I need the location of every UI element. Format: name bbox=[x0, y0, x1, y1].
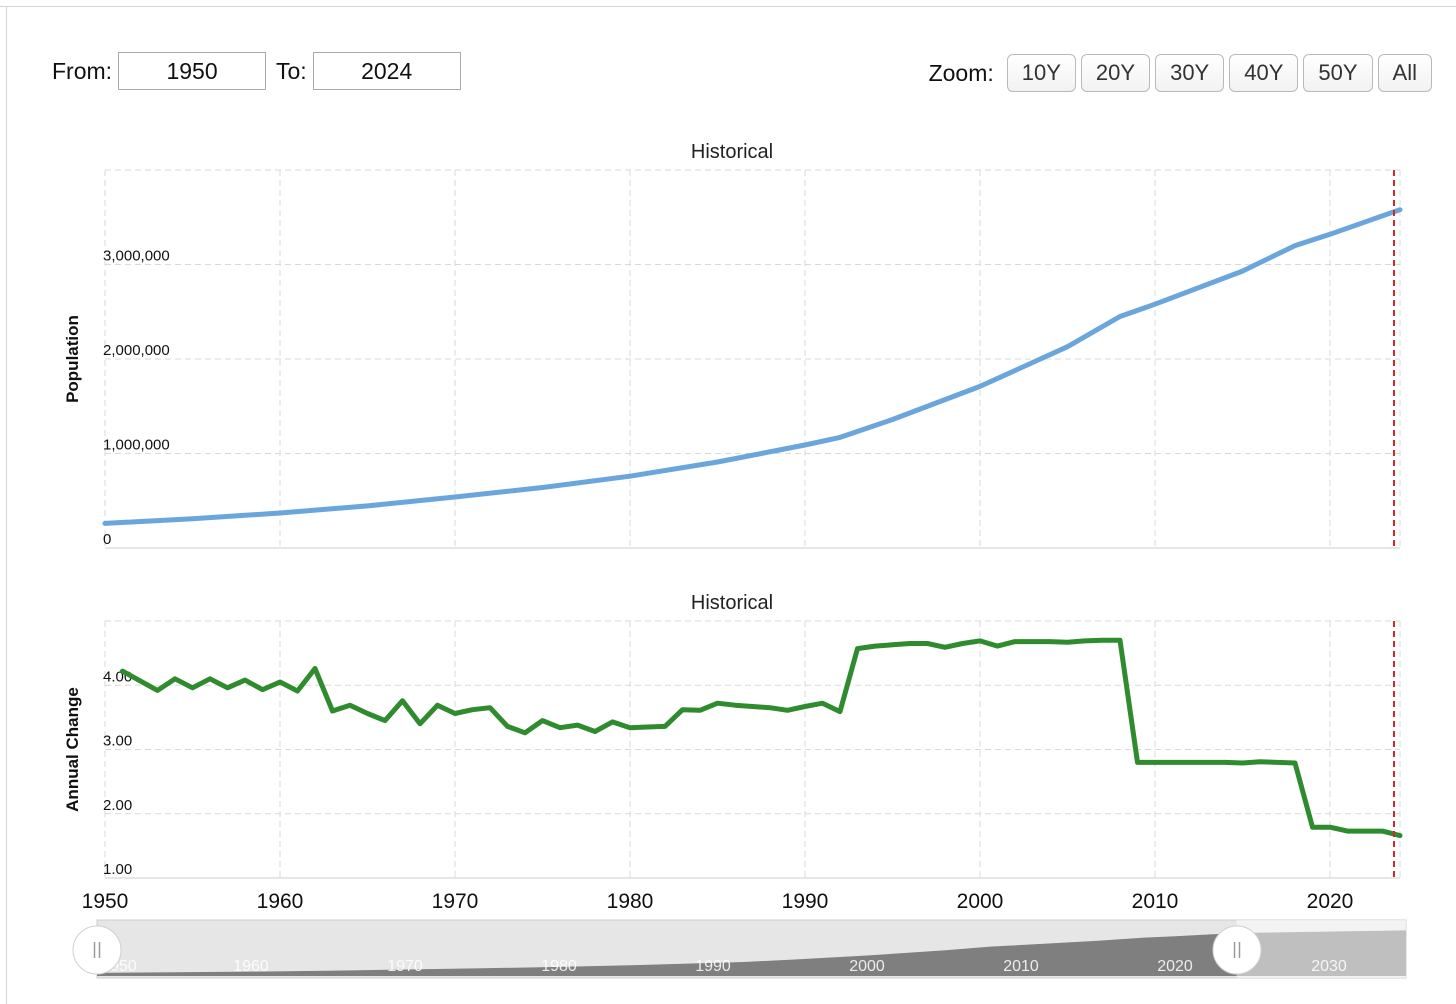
y-tick-label: 3.00 bbox=[103, 733, 132, 750]
series-line bbox=[102, 207, 1403, 526]
zoom-controls: Zoom: 10Y 20Y 30Y 40Y 50Y All bbox=[929, 54, 1432, 92]
chart-title: Historical bbox=[691, 141, 773, 163]
zoom-all-button[interactable]: All bbox=[1377, 54, 1432, 92]
navigator-handle-left[interactable] bbox=[72, 925, 122, 975]
zoom-40y-button[interactable]: 40Y bbox=[1229, 54, 1299, 92]
from-label: From: bbox=[52, 57, 113, 84]
navigator-unselected bbox=[1236, 920, 1406, 978]
to-range: To: bbox=[276, 52, 461, 90]
y-axis-label: Population bbox=[63, 315, 82, 403]
navigator-area bbox=[97, 930, 1406, 976]
y-tick-label: 3,000,000 bbox=[103, 248, 170, 265]
y-tick-label: 0 bbox=[103, 531, 111, 548]
navigator-tick-label: 1960 bbox=[233, 958, 269, 975]
x-tick-label: 1960 bbox=[257, 890, 304, 913]
y-tick-label: 2,000,000 bbox=[103, 342, 170, 359]
navigator-tick-label: 2020 bbox=[1157, 958, 1193, 975]
series-line bbox=[120, 637, 1403, 839]
navigator-tick-label: 1980 bbox=[541, 958, 577, 975]
navigator-tick-label: 2010 bbox=[1003, 958, 1039, 975]
zoom-50y-button[interactable]: 50Y bbox=[1303, 54, 1373, 92]
x-tick-label: 2010 bbox=[1132, 890, 1179, 913]
from-input[interactable] bbox=[118, 52, 267, 90]
navigator-tick-label: 1970 bbox=[387, 958, 423, 975]
zoom-label: Zoom: bbox=[928, 59, 994, 86]
x-tick-label: 1970 bbox=[432, 890, 479, 913]
from-range: From: bbox=[52, 52, 267, 90]
to-input[interactable] bbox=[312, 52, 461, 90]
zoom-10y-button[interactable]: 10Y bbox=[1006, 54, 1076, 92]
navigator-tick-label: 2000 bbox=[849, 958, 885, 975]
navigator-handle-right[interactable] bbox=[1212, 925, 1262, 975]
to-label: To: bbox=[276, 57, 307, 84]
zoom-30y-button[interactable]: 30Y bbox=[1155, 54, 1225, 92]
navigator-tick-label: 2030 bbox=[1311, 958, 1347, 975]
x-tick-label: 1980 bbox=[607, 890, 654, 913]
y-tick-label: 1.00 bbox=[103, 861, 132, 878]
y-tick-label: 1,000,000 bbox=[103, 437, 170, 454]
zoom-20y-button[interactable]: 20Y bbox=[1080, 54, 1151, 92]
frame-border-top bbox=[0, 6, 1456, 7]
chart-title: Historical bbox=[691, 592, 773, 614]
x-tick-label: 1950 bbox=[82, 890, 129, 913]
y-axis-label: Annual Change bbox=[63, 687, 82, 812]
frame-border-left bbox=[6, 6, 7, 1004]
x-tick-label: 1990 bbox=[782, 890, 829, 913]
navigator-tick-label: 1990 bbox=[695, 958, 731, 975]
x-tick-label: 2000 bbox=[957, 890, 1004, 913]
x-tick-label: 2020 bbox=[1307, 890, 1354, 913]
y-tick-label: 2.00 bbox=[103, 797, 132, 814]
